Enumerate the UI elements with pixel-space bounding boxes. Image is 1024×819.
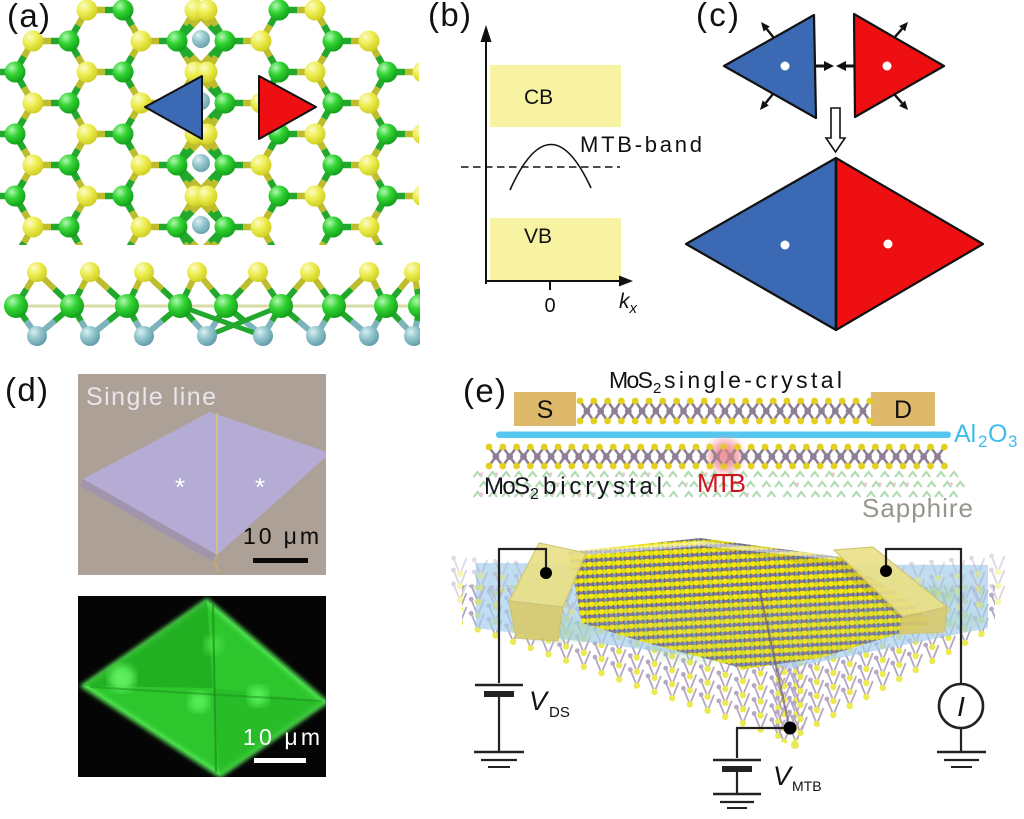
svg-text:MTB: MTB <box>697 468 746 498</box>
svg-text:I: I <box>957 691 965 722</box>
svg-text:VB: VB <box>524 225 552 248</box>
svg-text:V: V <box>529 686 550 716</box>
svg-text:*: * <box>255 472 265 502</box>
svg-text:CB: CB <box>524 86 553 109</box>
svg-text:Sapphire: Sapphire <box>862 493 973 523</box>
svg-text:MoS: MoS <box>484 473 530 500</box>
svg-text:single-crystal: single-crystal <box>664 367 842 393</box>
svg-text:*: * <box>175 472 185 502</box>
svg-text:(a): (a) <box>7 0 50 34</box>
svg-text:DS: DS <box>549 704 570 721</box>
svg-text:Al: Al <box>954 420 976 448</box>
svg-text:2: 2 <box>530 486 539 503</box>
svg-text:2: 2 <box>978 432 987 451</box>
svg-text:(e): (e) <box>463 372 506 409</box>
svg-text:(b): (b) <box>428 0 471 33</box>
svg-text:D: D <box>894 396 912 424</box>
svg-text:MTB-band: MTB-band <box>580 132 702 157</box>
svg-text:S: S <box>537 396 554 424</box>
svg-text:0: 0 <box>544 295 555 317</box>
svg-text:bicrystal: bicrystal <box>543 473 662 500</box>
svg-text:O: O <box>988 420 1007 448</box>
svg-text:3: 3 <box>1008 432 1017 451</box>
svg-text:kx: kx <box>619 290 638 317</box>
svg-text:Single line: Single line <box>86 383 216 411</box>
svg-text:MTB: MTB <box>792 778 822 794</box>
svg-text:(c): (c) <box>696 0 739 33</box>
svg-text:2: 2 <box>653 380 661 397</box>
svg-text:V: V <box>773 761 794 791</box>
svg-text:(d): (d) <box>5 371 48 408</box>
svg-text:MoS: MoS <box>609 367 653 393</box>
